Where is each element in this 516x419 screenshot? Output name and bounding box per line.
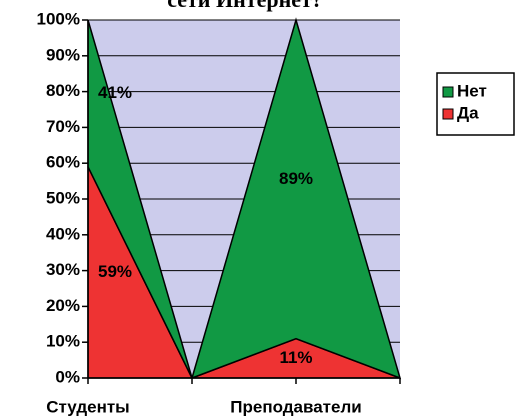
area [87,17,402,381]
legend-swatch [442,86,454,98]
y-tick-label: 80% [46,81,80,100]
data-label: 11% [279,348,312,367]
y-tick-label: 100% [37,9,80,28]
legend-label: Нет [457,81,487,100]
chart-title: сети Интернет? [167,0,323,12]
y-tick-label: 60% [46,153,80,172]
y-tick-label: 90% [46,45,80,64]
y-tick-label: 30% [46,260,80,279]
y-tick-label: 20% [46,296,80,315]
x-tick-label: Преподаватели [230,397,361,416]
data-label: 59% [98,262,132,281]
legend-swatch [442,108,454,120]
y-tick-label: 10% [46,332,80,351]
y-tick-label: 0% [55,367,80,386]
data-label: 41% [98,83,132,102]
x-tick-label: Студенты [46,397,129,416]
y-tick-label: 70% [46,117,80,136]
legend-box [436,72,515,136]
legend-label: Да [457,103,479,122]
y-tick-label: 40% [46,224,80,243]
y-tick-label: 50% [46,188,80,207]
data-label: 89% [279,169,313,188]
